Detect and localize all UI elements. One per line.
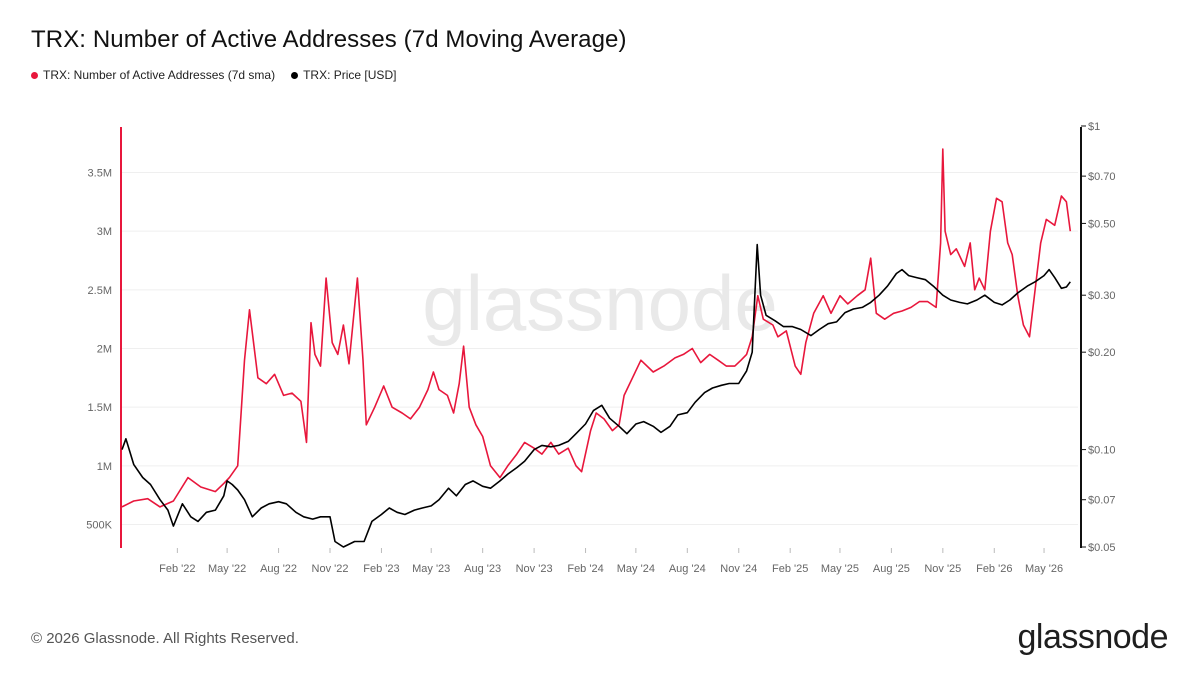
legend-item-price[interactable]: TRX: Price [USD] (291, 68, 396, 82)
chart-title: TRX: Number of Active Addresses (7d Movi… (31, 26, 627, 53)
left-axis-ticks: 500K 1M 1.5M 2M 2.5M 3M 3.5M (86, 168, 112, 532)
legend-label-price: TRX: Price [USD] (303, 68, 397, 82)
right-tick-label: $0.07 (1088, 495, 1116, 507)
legend-label-active-addresses: TRX: Number of Active Addresses (7d sma) (43, 68, 276, 82)
x-tick-label: Aug '25 (873, 563, 910, 575)
right-tick-label: $0.50 (1088, 218, 1116, 230)
x-tick-label: Feb '25 (772, 563, 808, 575)
watermark: glassnode (422, 259, 778, 347)
right-tick-label: $0.05 (1088, 542, 1116, 554)
right-tick-label: $1 (1088, 121, 1100, 133)
x-tick-label: Feb '26 (976, 563, 1012, 575)
left-tick-label: 2.5M (88, 285, 112, 297)
x-tick-label: Feb '24 (567, 563, 603, 575)
left-tick-label: 2M (97, 344, 112, 356)
legend-item-active-addresses[interactable]: TRX: Number of Active Addresses (7d sma) (31, 68, 275, 82)
left-tick-label: 3.5M (88, 168, 112, 180)
x-tick-label: May '22 (208, 563, 246, 575)
left-tick-label: 3M (97, 226, 112, 238)
x-tick-label: Nov '22 (312, 563, 349, 575)
legend: TRX: Number of Active Addresses (7d sma)… (31, 68, 396, 82)
x-tick-label: May '24 (617, 563, 655, 575)
series-line-price[interactable] (121, 243, 1071, 548)
legend-swatch-price (291, 71, 299, 79)
x-tick-label: Aug '23 (464, 563, 501, 575)
x-tick-label: Aug '24 (669, 563, 706, 575)
x-tick-label: Feb '22 (159, 563, 195, 575)
right-tick-label: $0.10 (1088, 445, 1116, 457)
left-tick-label: 1.5M (88, 402, 112, 414)
x-tick-label: Aug '22 (260, 563, 297, 575)
right-tick-label: $0.20 (1088, 347, 1116, 359)
x-tick-label: Nov '23 (516, 563, 553, 575)
series-line-active-addresses[interactable] (121, 148, 1072, 508)
x-tick-label: Nov '24 (720, 563, 757, 575)
x-tick-label: Feb '23 (363, 563, 399, 575)
left-tick-label: 500K (86, 520, 112, 532)
right-tick-label: $0.30 (1088, 290, 1116, 302)
x-tick-label: May '26 (1025, 563, 1063, 575)
brand-logo: glassnode (1017, 618, 1168, 656)
x-tick-label: May '25 (821, 563, 859, 575)
grid (122, 172, 1078, 525)
x-axis-ticks: Feb '22 May '22 Aug '22 Nov '22 Feb '23 May '… (159, 548, 1063, 575)
copyright-footer: © 2026 Glassnode. All Rights Reserved. (31, 630, 299, 647)
x-tick-label: May '23 (412, 563, 450, 575)
right-tick-label: $0.70 (1088, 171, 1116, 183)
legend-swatch-active-addresses (31, 71, 38, 79)
right-axis-ticks: $0.05 $0.07 $0.10 $0.20 $0.30 $0.50 $0.70 $1 (1081, 121, 1116, 554)
left-tick-label: 1M (97, 461, 112, 473)
x-tick-label: Nov '25 (924, 563, 961, 575)
